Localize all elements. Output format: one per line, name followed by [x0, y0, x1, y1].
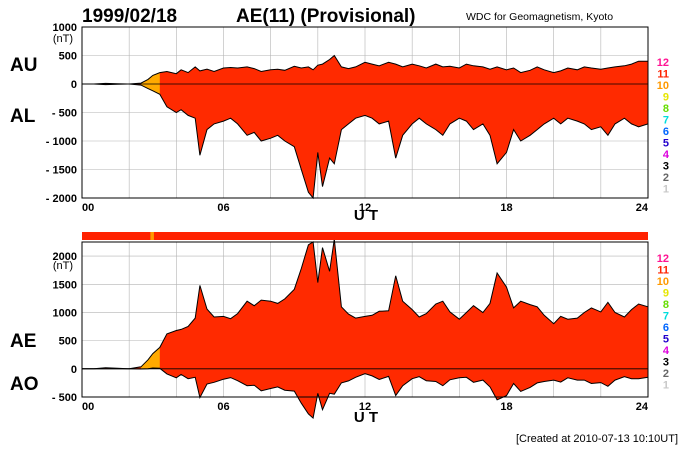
station-count-label: 4 — [663, 149, 670, 161]
x-tick-label: 24 — [636, 202, 649, 214]
y-tick-label: - 1500 — [46, 165, 77, 177]
plot-title: AE(11) (Provisional) — [236, 6, 416, 27]
y-tick-label: 500 — [59, 336, 77, 348]
station-count-label: 11 — [657, 69, 669, 81]
x-tick-label: 00 — [82, 202, 94, 214]
top-unit-label: (nT) — [53, 33, 73, 45]
y-tick-label: 500 — [59, 51, 77, 63]
plot-date: 1999/02/18 — [82, 6, 177, 27]
y-tick-label: - 1000 — [46, 136, 77, 148]
x-tick-label: 18 — [500, 401, 512, 413]
station-count-label: 7 — [663, 311, 669, 323]
bottom-x-axis-title: U T — [354, 409, 378, 426]
station-count-label: 6 — [663, 126, 669, 138]
x-tick-label: 12 — [359, 202, 371, 214]
station-count-bar-base — [82, 232, 648, 240]
station-count-bar-segment — [150, 232, 154, 240]
y-tick-label: - 2000 — [46, 193, 77, 205]
series-line-ae — [82, 239, 649, 370]
station-count-label: 5 — [663, 138, 669, 150]
x-tick-label: 24 — [636, 401, 649, 413]
station-count-label: 3 — [663, 161, 669, 173]
station-count-label: 10 — [657, 80, 669, 92]
y-tick-label: 0 — [71, 79, 77, 91]
series-line-al — [82, 83, 649, 200]
y-tick-label: - 500 — [52, 392, 77, 404]
ae-label: AE — [10, 331, 36, 352]
orange-segment-fill — [141, 347, 160, 369]
ae-ao-panel: 2000 1500 1000 500 0 - 500 00 06 12 18 24 — [52, 239, 649, 420]
x-tick-label: 00 — [82, 401, 94, 413]
al-label: AL — [10, 106, 36, 127]
station-count-label: 5 — [663, 334, 669, 346]
x-tick-label: 18 — [500, 202, 512, 214]
station-count-label: 8 — [663, 103, 669, 115]
ao-label: AO — [10, 374, 39, 395]
y-tick-label: - 500 — [52, 108, 77, 120]
orange-segment-fill — [141, 72, 160, 95]
station-count-label: 3 — [663, 357, 669, 369]
station-count-label: 2 — [663, 172, 669, 184]
bottom-unit-label: (nT) — [53, 260, 73, 272]
station-count-label: 2 — [663, 368, 669, 380]
created-stamp: [Created at 2010-07-13 10:10UT] — [516, 433, 678, 445]
y-tick-label: 2000 — [53, 251, 77, 263]
station-count-label: 6 — [663, 322, 669, 334]
y-tick-label: 1000 — [53, 307, 77, 319]
station-count-label: 1 — [663, 184, 669, 196]
x-tick-label: 12 — [359, 401, 371, 413]
series-line-au — [82, 54, 648, 85]
source-label: WDC for Geomagnetism, Kyoto — [466, 11, 613, 23]
station-count-bar — [82, 232, 648, 240]
station-count-label: 7 — [663, 115, 669, 127]
x-tick-label: 06 — [217, 202, 229, 214]
station-count-label: 4 — [663, 345, 670, 357]
x-tick-label: 06 — [217, 401, 229, 413]
y-tick-label: 0 — [71, 364, 77, 376]
series-band-fill — [82, 55, 648, 198]
station-count-label: 10 — [657, 276, 669, 288]
y-tick-label: 1500 — [53, 279, 77, 291]
y-tick-label: 1000 — [53, 22, 77, 34]
station-count-label: 11 — [657, 265, 669, 277]
station-count-label: 9 — [663, 288, 669, 300]
station-count-label: 1 — [663, 380, 669, 392]
top-x-axis-title: U T — [354, 207, 378, 224]
station-count-label: 12 — [657, 57, 669, 69]
au-label: AU — [10, 55, 37, 76]
station-count-label: 12 — [657, 253, 669, 265]
plot-frame — [81, 241, 649, 398]
au-al-panel: 1000 500 0 - 500 - 1000 - 1500 - 2000 00 06 12 18 2… — [46, 22, 649, 214]
series-line-ao — [82, 367, 649, 420]
station-count-label: 8 — [663, 299, 669, 311]
series-band-fill — [82, 239, 648, 419]
station-count-label: 9 — [663, 92, 669, 104]
plot-frame — [81, 26, 649, 199]
